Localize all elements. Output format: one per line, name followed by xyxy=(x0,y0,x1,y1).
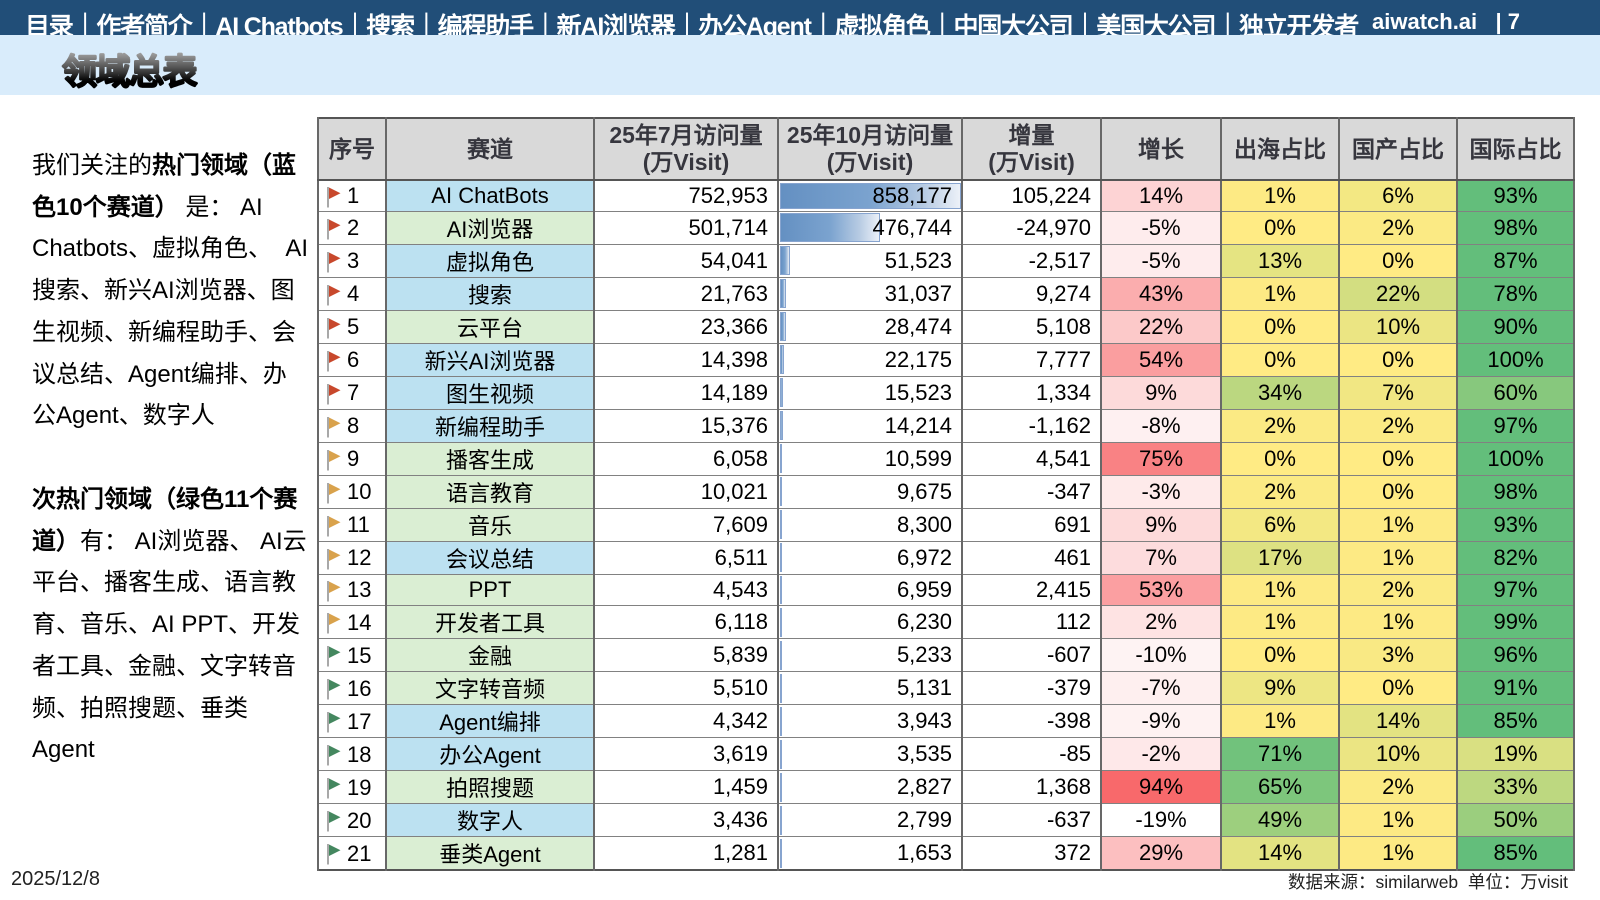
svg-text:领域总表: 领域总表 xyxy=(62,53,198,92)
